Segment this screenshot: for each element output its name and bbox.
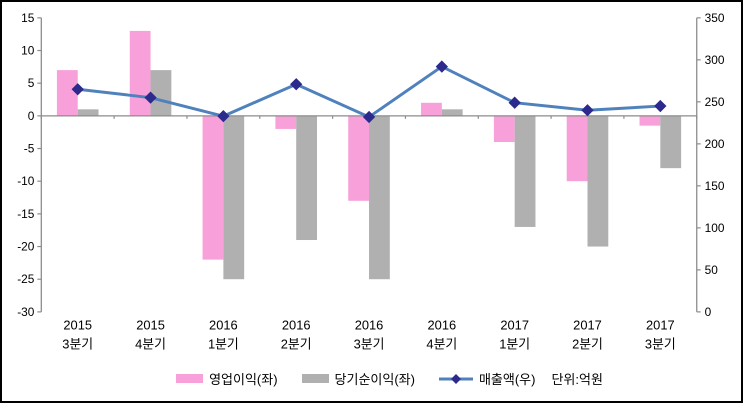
right-axis-tick-label: 350 bbox=[705, 11, 725, 25]
bar-net-income bbox=[587, 115, 609, 247]
x-axis-label-year: 2015 bbox=[63, 318, 92, 333]
bar-operating-profit bbox=[566, 115, 588, 182]
legend-label-operating-profit: 영업이익(좌) bbox=[209, 372, 278, 387]
legend-item-revenue: 매출액(우) 단위:억원 bbox=[438, 369, 603, 388]
marker-revenue bbox=[217, 109, 230, 123]
chart-legend: 영업이익(좌) 당기순이익(좌) 매출액(우) 단위:억원 bbox=[38, 369, 741, 388]
bar-net-income bbox=[441, 109, 463, 116]
left-axis-tick-label: 10 bbox=[21, 43, 35, 57]
right-axis-tick-label: 300 bbox=[705, 53, 725, 67]
marker-revenue bbox=[362, 110, 376, 124]
x-axis-label-year: 2016 bbox=[428, 318, 457, 333]
x-axis-label-year: 2015 bbox=[136, 318, 165, 333]
bar-net-income bbox=[369, 115, 390, 280]
left-axis-tick-label: -15 bbox=[17, 207, 35, 221]
x-axis-label-quarter: 2분기 bbox=[572, 337, 603, 352]
x-axis-label-quarter: 3분기 bbox=[62, 337, 93, 352]
x-axis-label-year: 2016 bbox=[209, 318, 238, 333]
bar-net-income bbox=[660, 115, 682, 169]
left-axis-tick-label: -10 bbox=[17, 174, 35, 188]
legend-label-revenue: 매출액(우) bbox=[478, 372, 536, 387]
marker-revenue bbox=[654, 99, 667, 113]
legend-diamond-icon bbox=[450, 373, 461, 384]
marker-revenue bbox=[581, 104, 594, 117]
left-axis-tick-label: -25 bbox=[17, 272, 35, 286]
left-axis-tick-label: -5 bbox=[24, 141, 35, 155]
legend-line-marker-icon bbox=[438, 373, 473, 385]
x-axis-label-quarter: 3분기 bbox=[354, 337, 385, 352]
left-axis-tick-label: -20 bbox=[17, 240, 35, 254]
bar-operating-profit bbox=[202, 115, 224, 260]
bar-operating-profit bbox=[56, 70, 78, 116]
bar-net-income bbox=[296, 115, 317, 241]
bar-net-income bbox=[223, 115, 245, 280]
legend-item-operating-profit: 영업이익(좌) bbox=[176, 369, 278, 388]
marker-revenue bbox=[71, 83, 84, 96]
x-axis-label-quarter: 4분기 bbox=[426, 337, 457, 352]
bar-operating-profit bbox=[421, 102, 442, 116]
bar-operating-profit bbox=[275, 115, 297, 129]
left-axis-tick-label: 5 bbox=[28, 76, 35, 90]
x-axis-label-quarter: 3분기 bbox=[645, 337, 676, 352]
right-axis-tick-label: 100 bbox=[705, 221, 725, 235]
legend-label-net-income: 당기순이익(좌) bbox=[334, 372, 415, 387]
marker-revenue bbox=[290, 78, 303, 91]
left-axis-tick-label: 15 bbox=[21, 11, 35, 25]
x-axis-label-quarter: 1분기 bbox=[208, 337, 239, 352]
right-axis-tick-label: 250 bbox=[705, 95, 725, 109]
x-axis-label-year: 2017 bbox=[573, 318, 602, 333]
x-axis-label-year: 2017 bbox=[500, 318, 529, 333]
marker-revenue bbox=[508, 96, 521, 109]
left-axis-tick-label: 0 bbox=[28, 109, 35, 123]
right-axis-tick-label: 150 bbox=[705, 179, 725, 193]
legend-unit-note: 단위:억원 bbox=[551, 372, 603, 387]
marker-revenue bbox=[144, 91, 157, 104]
right-axis-tick-label: 50 bbox=[705, 263, 719, 277]
x-axis-label-quarter: 1분기 bbox=[499, 337, 530, 352]
right-axis-tick-label: 200 bbox=[705, 137, 725, 151]
legend-swatch-net-income bbox=[301, 374, 329, 383]
x-axis-label-year: 2017 bbox=[646, 318, 675, 333]
marker-revenue bbox=[435, 60, 448, 73]
bar-operating-profit bbox=[129, 30, 151, 116]
bar-net-income bbox=[77, 109, 99, 116]
bar-operating-profit bbox=[493, 115, 515, 142]
bar-operating-profit bbox=[348, 115, 370, 201]
bar-net-income bbox=[150, 70, 172, 116]
x-axis-label-quarter: 2분기 bbox=[281, 337, 312, 352]
legend-item-net-income: 당기순이익(좌) bbox=[301, 369, 415, 388]
right-axis-tick-label: 0 bbox=[705, 305, 712, 319]
x-axis-label-quarter: 4분기 bbox=[135, 337, 166, 352]
left-axis-tick-label: -30 bbox=[17, 305, 35, 319]
bar-operating-profit bbox=[639, 115, 661, 126]
bar-net-income bbox=[514, 115, 536, 227]
x-axis-label-year: 2016 bbox=[355, 318, 384, 333]
x-axis-label-year: 2016 bbox=[282, 318, 311, 333]
legend-swatch-operating-profit bbox=[176, 374, 204, 383]
